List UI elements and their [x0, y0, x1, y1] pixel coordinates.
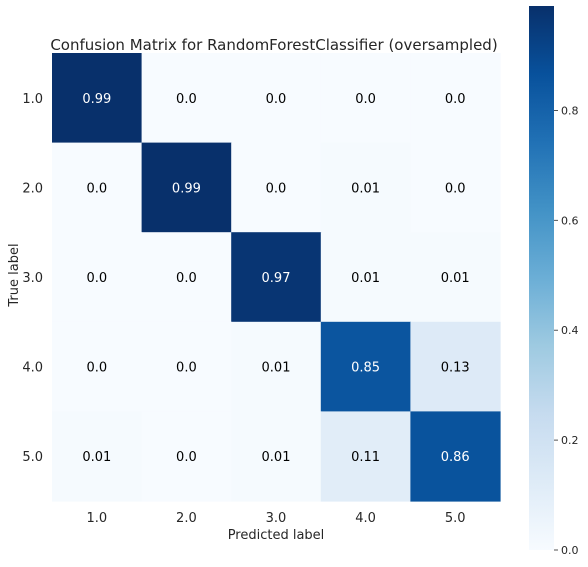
- cell-value-label: 0.85: [351, 361, 380, 376]
- y-tick-label: 3.0: [22, 271, 43, 286]
- cell-value-label: 0.0: [266, 181, 287, 196]
- heatmap-cells: [52, 53, 501, 502]
- x-tick-label: 4.0: [355, 511, 376, 526]
- colorbar-tick-label: 0.8: [561, 104, 579, 117]
- y-tick-labels: 1.0 2.0 3.0 4.0 5.0: [22, 92, 43, 465]
- heatmap-cell: [410, 232, 501, 323]
- chart-title: Confusion Matrix for RandomForestClassif…: [50, 36, 497, 54]
- cell-value-label: 0.01: [82, 450, 111, 465]
- colorbar-tick-label: 0.6: [561, 214, 579, 227]
- cell-value-label: 0.0: [176, 361, 197, 376]
- heatmap-cell: [231, 53, 322, 144]
- heatmap-cell: [141, 53, 232, 144]
- heatmap-cell: [141, 321, 232, 412]
- cell-value-label: 0.99: [82, 92, 111, 107]
- heatmap-cell: [141, 232, 232, 323]
- x-tick-label: 1.0: [86, 511, 107, 526]
- heatmap-cell: [52, 142, 143, 233]
- x-tick-label: 5.0: [445, 511, 466, 526]
- heatmap-cell: [410, 321, 501, 412]
- heatmap-cell: [52, 411, 143, 502]
- heatmap-cell: [52, 232, 143, 323]
- cell-value-label: 0.0: [86, 361, 107, 376]
- heatmap-cell: [320, 53, 411, 144]
- cell-value-label: 0.0: [86, 181, 107, 196]
- heatmap-cell: [231, 232, 322, 323]
- colorbar-tick-label: 0.0: [561, 544, 579, 557]
- cell-value-labels: 0.99 0.0 0.0 0.0 0.0 0.0 0.99 0.0 0.01 0.0 0.0 0.0 0…: [82, 92, 469, 465]
- y-tick-label: 5.0: [22, 450, 43, 465]
- heatmap-cell: [231, 142, 322, 233]
- cell-value-label: 0.0: [445, 92, 466, 107]
- cell-value-label: 0.0: [445, 181, 466, 196]
- heatmap-cell: [52, 321, 143, 412]
- heatmap-cell: [410, 411, 501, 502]
- heatmap-cell: [52, 53, 143, 144]
- cell-value-label: 0.11: [351, 450, 380, 465]
- heatmap-cell: [320, 321, 411, 412]
- cell-value-label: 0.97: [262, 271, 291, 286]
- heatmap-cell: [231, 321, 322, 412]
- heatmap-cell: [320, 411, 411, 502]
- y-tick-label: 1.0: [22, 92, 43, 107]
- heatmap-cell: [410, 142, 501, 233]
- cell-value-label: 0.01: [262, 361, 291, 376]
- x-tick-label: 3.0: [266, 511, 287, 526]
- cell-value-label: 0.01: [351, 271, 380, 286]
- heatmap-cell: [320, 142, 411, 233]
- y-axis-label: True label: [7, 243, 22, 307]
- cell-value-label: 0.0: [355, 92, 376, 107]
- cell-value-label: 0.99: [172, 181, 201, 196]
- cell-value-label: 0.0: [176, 450, 197, 465]
- colorbar-tick-label: 0.4: [561, 324, 579, 337]
- heatmap-cell: [141, 411, 232, 502]
- y-tick-label: 4.0: [22, 361, 43, 376]
- cell-value-label: 0.0: [176, 271, 197, 286]
- cell-value-label: 0.0: [86, 271, 107, 286]
- colorbar-tick-label: 0.2: [561, 434, 579, 447]
- cell-value-label: 0.13: [441, 361, 470, 376]
- cell-value-label: 0.01: [351, 181, 380, 196]
- heatmap-cell: [320, 232, 411, 323]
- y-tick-label: 2.0: [22, 181, 43, 196]
- cell-value-label: 0.86: [441, 450, 470, 465]
- heatmap-cell: [141, 142, 232, 233]
- heatmap-cell: [231, 411, 322, 502]
- x-tick-labels: 1.0 2.0 3.0 4.0 5.0: [86, 511, 465, 526]
- heatmap-cell: [410, 53, 501, 144]
- cell-value-label: 0.01: [262, 450, 291, 465]
- colorbar: [529, 6, 554, 550]
- x-tick-label: 2.0: [176, 511, 197, 526]
- x-axis-label: Predicted label: [228, 528, 325, 543]
- cell-value-label: 0.01: [441, 271, 470, 286]
- cell-value-label: 0.0: [176, 92, 197, 107]
- colorbar-tick-labels: 0.0 0.2 0.4 0.6 0.8: [554, 104, 579, 557]
- cell-value-label: 0.0: [266, 92, 287, 107]
